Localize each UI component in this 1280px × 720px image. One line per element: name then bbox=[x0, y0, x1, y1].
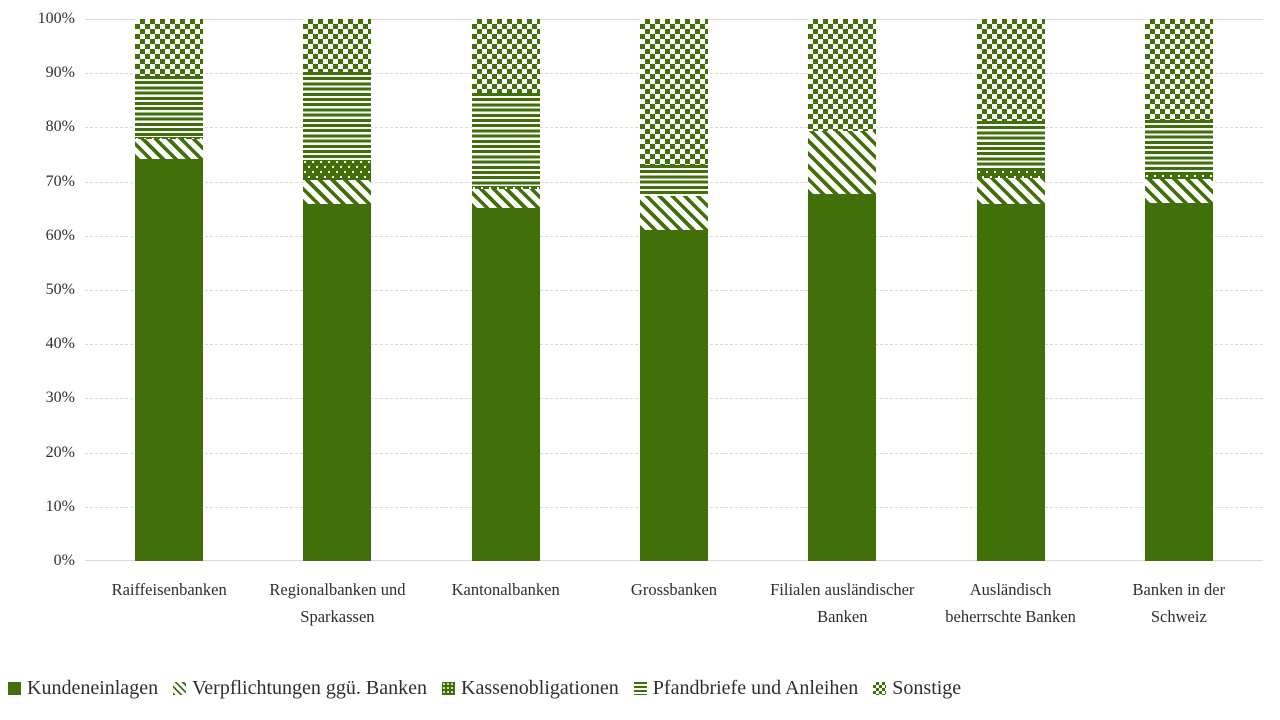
bar-segment bbox=[639, 196, 708, 230]
y-axis-tick-label: 100% bbox=[37, 10, 75, 27]
bar-segment bbox=[303, 71, 372, 161]
legend-label: Kassenobligationen bbox=[461, 677, 619, 699]
bar-segment bbox=[1144, 173, 1213, 179]
x-axis-category-label: Regionalbanken und Sparkassen bbox=[269, 580, 406, 626]
bar-segment bbox=[639, 165, 708, 197]
diagonal-stripes-legend-icon bbox=[173, 681, 187, 695]
y-axis-tick-label: 60% bbox=[45, 226, 75, 244]
stacked-bar bbox=[976, 19, 1045, 561]
bar-segment bbox=[135, 159, 204, 561]
bar-segment bbox=[1144, 19, 1213, 121]
solid-legend-icon bbox=[8, 681, 21, 695]
bar-segment bbox=[303, 179, 372, 204]
stacked-bar bbox=[639, 19, 708, 561]
x-axis-category-label: Raiffeisenbanken bbox=[111, 580, 227, 599]
bar-segment bbox=[976, 204, 1045, 561]
y-axis-tick-label: 80% bbox=[45, 118, 75, 136]
bar-segment bbox=[471, 92, 540, 186]
x-axis-category-labels: Raiffeisenbanken Regionalbanken und Spark… bbox=[85, 576, 1263, 630]
bar-segment bbox=[135, 137, 204, 140]
bar-column bbox=[1095, 19, 1263, 561]
bar-segment bbox=[639, 19, 708, 166]
bar-segment bbox=[808, 194, 877, 561]
bar-segment bbox=[135, 139, 204, 160]
legend-label: Verpflichtungen ggü. Banken bbox=[192, 677, 428, 699]
y-axis-tick-label: 90% bbox=[45, 64, 75, 82]
x-axis-category-label: Banken in der Schweiz bbox=[1132, 580, 1226, 626]
bar-column bbox=[253, 19, 421, 561]
bar-segment bbox=[303, 203, 372, 561]
stacked-bar bbox=[303, 19, 372, 561]
checkerboard-legend-icon bbox=[873, 681, 887, 695]
y-axis-tick-label: 0% bbox=[53, 552, 75, 569]
stacked-bar bbox=[135, 19, 204, 561]
legend-item: Verpflichtungen ggü. Banken bbox=[173, 676, 427, 700]
legend-item: Sonstige bbox=[873, 676, 961, 700]
horizontal-stripes-legend-icon bbox=[633, 681, 647, 695]
bar-segment bbox=[976, 19, 1045, 122]
bar-segment bbox=[1144, 120, 1213, 174]
bar-segment bbox=[471, 185, 540, 189]
bar-column bbox=[758, 19, 926, 561]
bars-row bbox=[85, 19, 1263, 561]
bar-column bbox=[926, 19, 1094, 561]
bar-segment bbox=[303, 160, 372, 180]
y-axis-tick-label: 70% bbox=[45, 172, 75, 190]
bar-column bbox=[590, 19, 758, 561]
y-axis-tick-label: 30% bbox=[45, 389, 75, 407]
dots-legend-icon bbox=[442, 681, 456, 695]
plot-area: 100% 90% 80% 70% 60% 50% 40% 30% 20% 10% 0% bbox=[38, 10, 1263, 569]
stacked-bar bbox=[808, 19, 877, 561]
bar-column bbox=[422, 19, 590, 561]
y-axis-tick-label: 50% bbox=[45, 281, 75, 298]
chart-legend: Kundeneinlagen Verpflichtungen ggü. Banke… bbox=[8, 668, 1276, 708]
legend-label: Kundeneinlagen bbox=[27, 677, 159, 699]
stacked-bar bbox=[1144, 19, 1213, 561]
bar-segment bbox=[1144, 203, 1213, 561]
bar-segment bbox=[303, 19, 372, 72]
x-axis-category-label: Kantonalbanken bbox=[451, 580, 560, 599]
y-axis-tick-label: 10% bbox=[45, 497, 75, 515]
y-axis-tick-label: 40% bbox=[45, 335, 75, 353]
bar-segment bbox=[808, 130, 877, 195]
x-axis-category-label: Ausländisch beherrschte Banken bbox=[945, 580, 1076, 626]
legend-label: Pfandbriefe und Anleihen bbox=[652, 677, 859, 699]
bar-segment bbox=[471, 208, 540, 561]
bar-segment bbox=[808, 19, 877, 131]
bar-segment bbox=[135, 75, 204, 138]
x-axis-category-label: Filialen ausländischer Banken bbox=[770, 580, 915, 626]
legend-item: Pfandbriefe und Anleihen bbox=[633, 676, 859, 700]
bar-column bbox=[85, 19, 253, 561]
y-axis-tick-label: 20% bbox=[45, 443, 75, 461]
legend-item: Kassenobligationen bbox=[442, 676, 619, 700]
bar-segment bbox=[471, 19, 540, 93]
legend-item: Kundeneinlagen bbox=[8, 676, 158, 700]
bar-segment bbox=[976, 177, 1045, 205]
bar-segment bbox=[639, 229, 708, 561]
bar-segment bbox=[976, 121, 1045, 171]
stacked-bar bbox=[471, 19, 540, 561]
legend-label: Sonstige bbox=[892, 677, 962, 699]
bar-segment bbox=[471, 188, 540, 209]
bar-segment bbox=[976, 170, 1045, 178]
x-axis-category-label: Grossbanken bbox=[630, 580, 718, 599]
bar-segment bbox=[1144, 178, 1213, 204]
bar-segment bbox=[135, 19, 204, 76]
